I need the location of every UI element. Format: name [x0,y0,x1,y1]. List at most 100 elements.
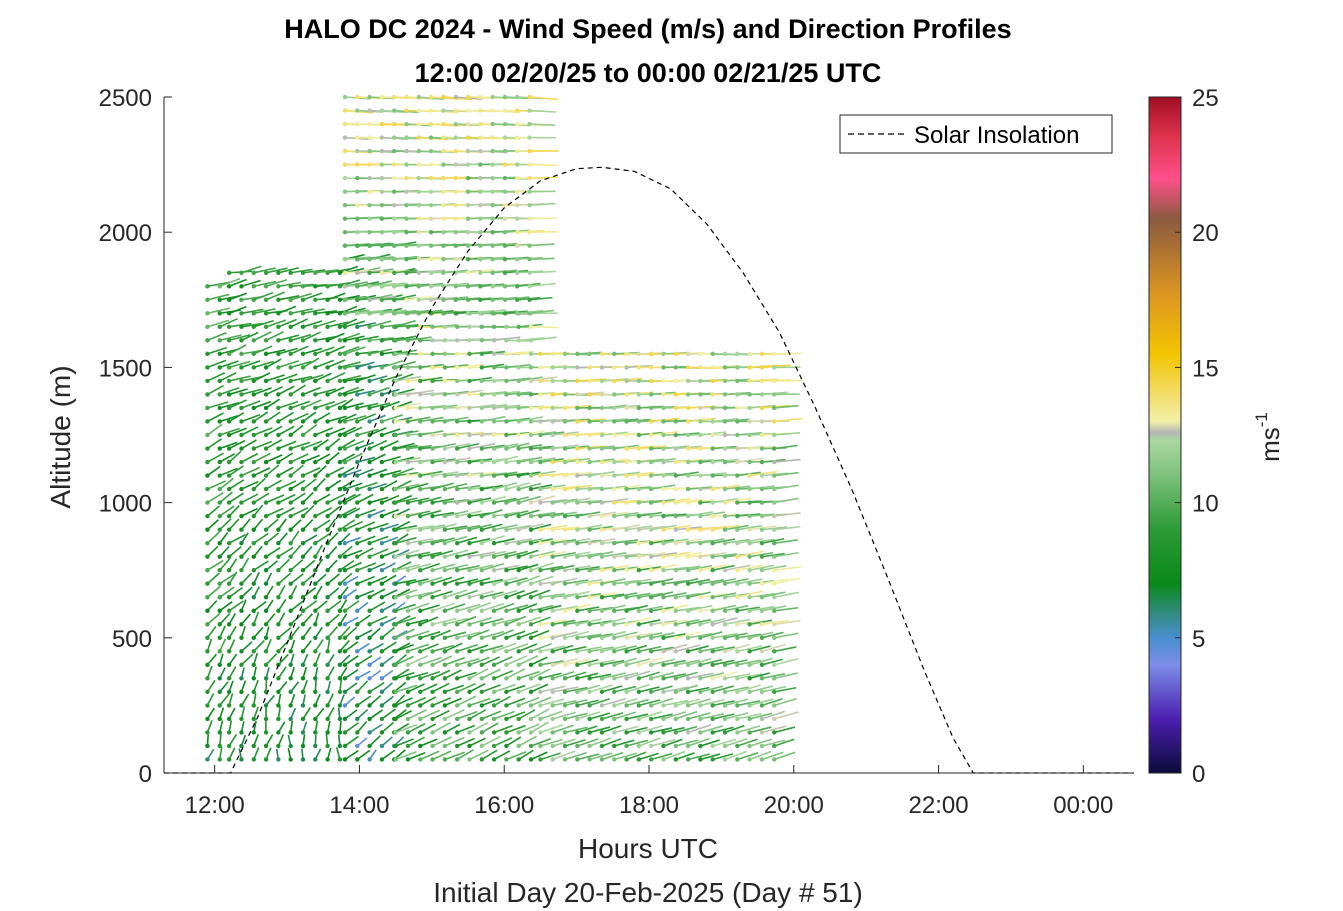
wind-barb [774,577,800,585]
wind-barb-dot [735,432,740,438]
wind-barb-dot [251,419,256,424]
wind-barb-dot [405,757,411,762]
wind-barb-dot [342,473,348,478]
wind-barb [228,450,242,463]
wind-barb [344,669,359,680]
wind-barb-dot [735,459,740,465]
wind-barb-dot [698,432,703,438]
wind-barb-dot [612,500,617,505]
wind-barb [327,479,342,490]
wind-barb-dot [575,392,580,397]
wind-barb-dot [599,446,605,451]
wind-barb-dot [405,392,411,397]
wind-barb [369,496,389,504]
wind-barb [481,749,498,761]
wind-barb [530,470,556,477]
wind-barb-dot [772,540,777,546]
wind-barb-dot [490,284,495,289]
solar-insolation-layer [164,166,1134,774]
wind-barb-dot [313,297,318,302]
wind-barb [577,646,603,653]
wind-barb [493,656,513,666]
wind-barb [456,657,480,666]
wind-barb-dot [575,703,580,708]
wind-barb-dot [441,94,446,100]
wind-barb-dot [661,581,666,586]
wind-barb-dot [685,486,691,492]
wind-barb-dot [698,743,703,749]
wind-barb [344,561,363,571]
wind-barb-dot [355,243,360,248]
wind-barb-dot [379,622,385,627]
wind-barb [395,589,418,598]
wind-barb [552,738,576,747]
wind-barb-dot [288,662,293,668]
wind-barb-dot [673,365,678,370]
wind-barb-dot [759,716,765,722]
wind-barb [395,655,414,666]
wind-barb-dot [538,446,543,451]
wind-barb [407,602,430,612]
wind-barb-dot [355,202,360,208]
wind-barb-dot [502,284,508,289]
wind-barb [381,669,394,680]
wind-barb [369,642,384,653]
wind-barb-dot [217,473,222,478]
wind-barb [240,586,253,598]
wind-barb-dot [313,459,318,465]
wind-barb-dot [612,405,617,411]
wind-barb-dot [288,513,293,519]
wind-barb-dot [747,392,752,397]
wind-barb-dot [379,662,385,668]
x-axis-ticks: 12:00 14:00 16:00 18:00 20:00 22:00 00:00 [185,765,1113,819]
wind-barb-dot [575,676,580,681]
wind-barb-dot [698,568,703,573]
wind-barb-dot [379,108,385,113]
wind-barb-dot [217,284,222,289]
wind-barb-dot [391,189,397,194]
wind-barb-dot [490,189,495,194]
wind-barb-dot [528,703,534,708]
wind-barb-dot [528,595,534,600]
wind-barb [206,423,223,436]
wind-barb-dot [337,635,343,640]
wind-barb [529,123,556,127]
wind-barb [529,163,558,167]
wind-barb [228,558,238,571]
wind-barb-dot [239,662,244,668]
wind-barb-dot [367,500,372,505]
wind-barb-dot [300,568,306,573]
wind-barb-dot [504,689,509,695]
wind-barb-dot [710,608,715,613]
wind-barb-dot [648,365,654,370]
wind-barb-dot [772,351,777,357]
wind-barb-dot [453,284,458,289]
wind-barb [381,388,400,396]
wind-barb-dot [453,175,458,181]
wind-barb-dot [405,716,411,722]
wind-barb-dot [673,540,678,546]
wind-barb [278,360,299,369]
wind-barb-dot [735,486,740,492]
wind-barb-dot [263,716,269,722]
wind-barb-dot [722,743,728,749]
wind-barb [419,670,441,680]
wind-barb [432,721,451,734]
wind-barb [712,738,737,747]
wind-barb-dot [288,500,293,505]
wind-barb-dot [367,148,372,154]
wind-barb-dot [562,513,568,519]
wind-barb-dot [342,216,348,221]
wind-barb-dot [325,324,330,330]
wind-barb-dot [442,365,448,370]
wind-barb-dot [342,135,348,140]
wind-barb-dot [735,635,740,640]
wind-barb [540,565,563,571]
wind-barb [265,425,283,436]
wind-barb-dot [722,351,728,357]
wind-barb-dot [288,540,293,546]
wind-barb-dot [747,432,752,438]
wind-barb [265,279,288,288]
wind-barb-dot [528,473,534,478]
wind-barb [493,455,519,463]
